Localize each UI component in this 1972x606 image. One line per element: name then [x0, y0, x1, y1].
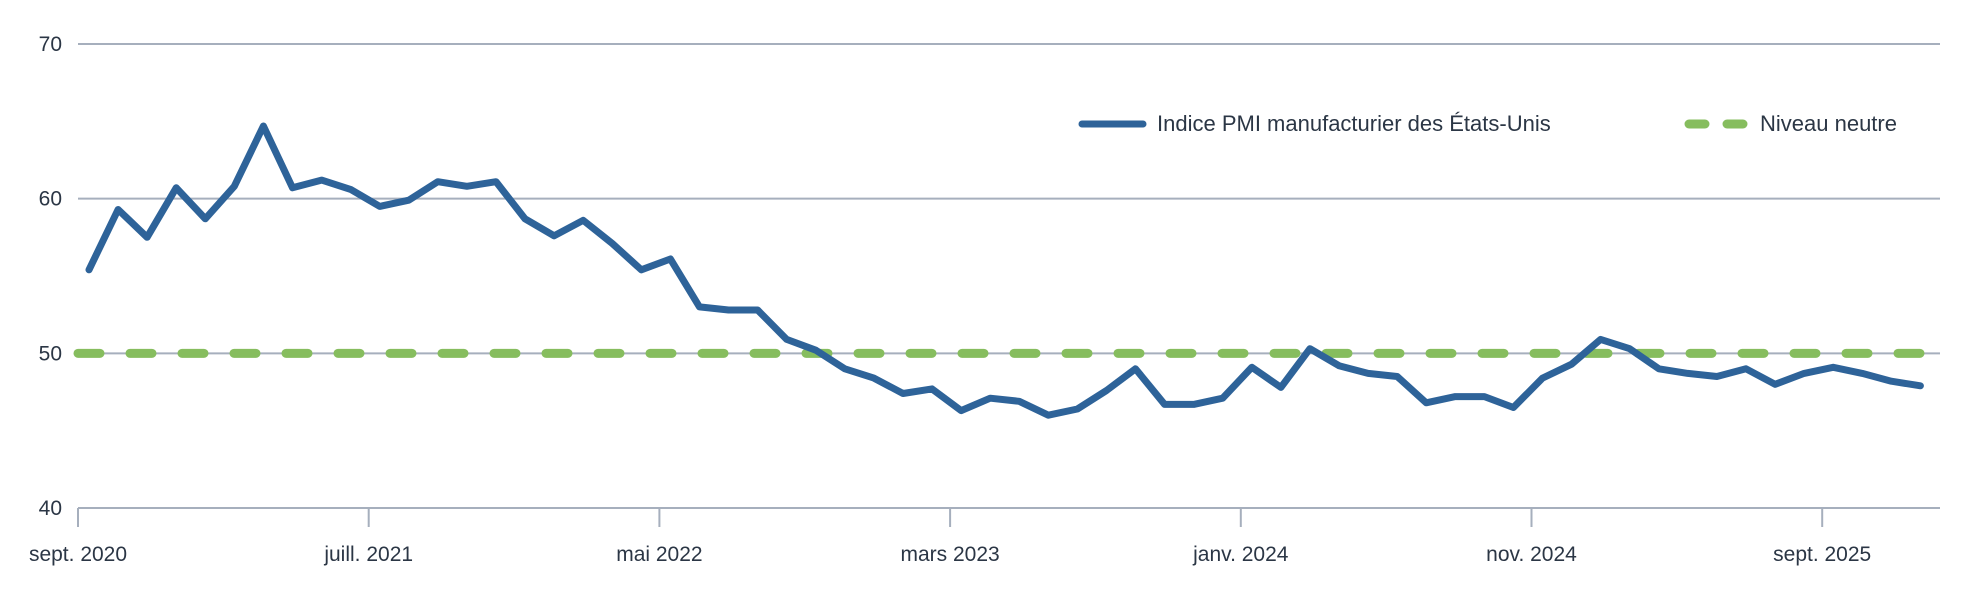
series-layer [73, 122, 1945, 419]
y-tick-label: 60 [39, 188, 62, 211]
x-axis: sept. 2020 juill. 2021 mai 2022 mars 2023 ja… [29, 508, 1871, 566]
gridlines [78, 43, 1940, 509]
x-tick-label: sept. 2025 [1773, 543, 1871, 566]
y-tick-label: 40 [39, 497, 62, 520]
y-axis-ticks: 40 50 60 70 [39, 33, 62, 520]
legend-label-neutral: Niveau neutre [1760, 111, 1897, 136]
x-tick-label: sept. 2020 [29, 543, 127, 566]
x-tick-label: mars 2023 [900, 543, 999, 566]
x-tick-label: nov. 2024 [1486, 543, 1577, 566]
x-tick-label: mai 2022 [616, 543, 702, 566]
y-tick-label: 70 [39, 33, 62, 56]
legend: Indice PMI manufacturier des États-Unis … [1078, 111, 1897, 136]
pmi-series-line [85, 122, 1924, 419]
x-tick-label: janv. 2024 [1192, 543, 1289, 566]
x-tick-label: juill. 2021 [323, 543, 413, 566]
y-tick-label: 50 [39, 342, 62, 365]
legend-label-pmi: Indice PMI manufacturier des États-Unis [1157, 111, 1551, 136]
